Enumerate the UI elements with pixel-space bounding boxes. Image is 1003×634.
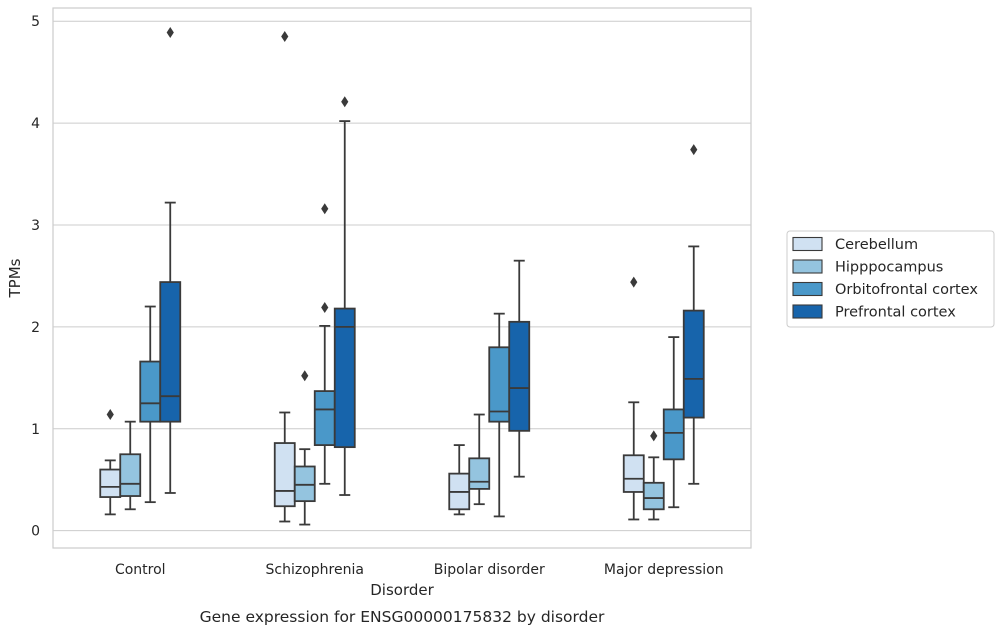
box-2-2 [488, 312, 511, 518]
outlier-point-0 [281, 31, 289, 43]
box-iqr [508, 320, 531, 432]
box-3-2 [508, 259, 531, 478]
box-1-0 [119, 420, 142, 511]
outlier-point-0 [690, 144, 698, 156]
y-tick-label-5: 5 [31, 14, 40, 30]
outlier-point-0 [341, 96, 349, 108]
y-tick-label-2: 2 [31, 320, 40, 336]
box-iqr [642, 481, 665, 511]
y-tick-label-1: 1 [31, 422, 40, 438]
legend: Cerebellum Hipppocampus Orbitofrontal cort… [786, 230, 995, 328]
box-3-0 [159, 26, 182, 494]
box-1-1 [293, 370, 316, 526]
x-tick-label-3: Major depression [604, 562, 724, 578]
box-1-2 [468, 413, 491, 506]
x-axis-ticks: Control Schizophrenia Bipolar disorder Majo… [115, 562, 724, 578]
legend-swatch-3 [792, 304, 823, 319]
legend-swatch-1 [792, 259, 823, 274]
box-iqr [468, 457, 491, 490]
box-iqr [488, 346, 511, 423]
box-iqr [119, 453, 142, 497]
legend-label-2: Orbitofrontal cortex [835, 282, 978, 298]
x-axis-title: Disorder [370, 581, 434, 599]
box-iqr [293, 465, 316, 503]
y-tick-label-0: 0 [31, 524, 40, 540]
box-iqr [682, 309, 705, 419]
outlier-point-0 [166, 26, 174, 38]
y-tick-label-4: 4 [31, 116, 40, 132]
legend-label-3: Prefrontal cortex [835, 305, 956, 321]
box-iqr [313, 390, 336, 446]
plot-area [52, 7, 752, 549]
box-2-1 [313, 203, 336, 485]
box-iqr [333, 307, 356, 449]
box-0-3 [622, 276, 645, 521]
legend-swatch-0 [792, 236, 823, 252]
box-0-0 [99, 409, 122, 516]
box-0-2 [448, 444, 471, 516]
outlier-point-0 [650, 430, 658, 442]
box-3-3 [682, 144, 705, 485]
boxes [99, 26, 705, 526]
box-1-3 [642, 430, 665, 521]
box-0-1 [273, 31, 296, 523]
box-3-1 [333, 96, 356, 496]
outlier-point-0 [106, 409, 114, 421]
legend-label-0: Cerebellum [835, 237, 918, 253]
y-axis-title: TPMs [6, 258, 24, 298]
box-iqr [159, 281, 182, 423]
box-iqr [622, 454, 645, 493]
box-iqr [273, 442, 296, 508]
outlier-point-1 [321, 203, 329, 215]
outlier-point-0 [630, 276, 638, 288]
box-iqr [99, 468, 122, 498]
box-iqr [662, 408, 685, 461]
outlier-point-0 [321, 302, 329, 314]
legend-swatch-2 [792, 281, 823, 297]
outlier-point-0 [301, 370, 309, 382]
chart-caption: Gene expression for ENSG00000175832 by d… [200, 608, 605, 626]
legend-label-1: Hipppocampus [835, 260, 943, 276]
box-iqr [139, 360, 162, 423]
x-tick-label-0: Control [115, 562, 166, 578]
y-axis-ticks: 0 1 2 3 4 5 [31, 14, 40, 539]
x-tick-label-1: Schizophrenia [266, 562, 364, 578]
legend-frame [786, 230, 995, 328]
x-tick-label-2: Bipolar disorder [434, 562, 545, 578]
box-2-3 [662, 336, 685, 509]
y-tick-label-3: 3 [31, 218, 40, 234]
